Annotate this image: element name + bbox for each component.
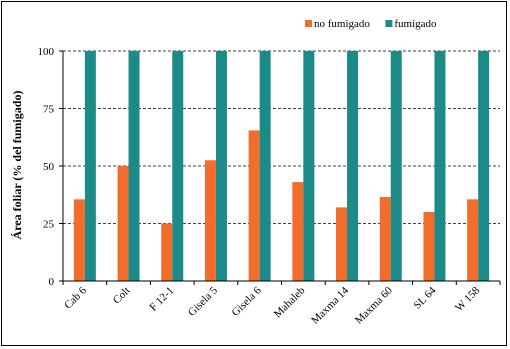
bar-fumigado <box>390 51 402 281</box>
bar-no-fumigado <box>379 197 391 281</box>
x-tick-label: Colt <box>111 285 133 307</box>
bar-no-fumigado <box>336 207 348 281</box>
bar-no-fumigado <box>204 160 216 281</box>
legend-swatch-fumigado <box>385 20 393 27</box>
bar-no-fumigado <box>117 166 129 281</box>
bar-no-fumigado <box>423 212 435 281</box>
bar-fumigado <box>172 51 184 281</box>
y-tick-label: 25 <box>43 219 55 231</box>
bar-fumigado <box>347 51 359 281</box>
x-tick-labels: Cab 6 Colt F 12-1 Gisela 5 Gisela 6 Mahaleb Ma… <box>62 284 483 326</box>
legend-swatch-no-fumigado <box>305 20 312 27</box>
x-tick-label: Cab 6 <box>62 284 89 311</box>
axes <box>59 50 501 285</box>
bar-fumigado <box>259 51 271 281</box>
x-tick-label: Gisela 5 <box>186 284 221 319</box>
bar-no-fumigado <box>248 130 260 281</box>
y-tick-label: 75 <box>43 104 55 116</box>
bar-no-fumigado <box>73 199 85 281</box>
bar-fumigado <box>84 51 96 281</box>
x-tick-label: F 12-1 <box>147 285 176 314</box>
y-tick-label: 0 <box>49 276 55 288</box>
x-tick-label: SL 64 <box>412 284 439 311</box>
bar-no-fumigado <box>161 223 173 281</box>
bar-fumigado <box>303 51 315 281</box>
y-tick-label: 50 <box>43 161 55 173</box>
bar-fumigado <box>215 51 227 281</box>
legend: no fumigado fumigado <box>305 18 437 30</box>
legend-label: fumigado <box>394 18 437 30</box>
y-axis-title: Área foliar (% del fumigado) <box>10 91 24 240</box>
bar-fumigado <box>478 51 490 281</box>
bar-no-fumigado <box>292 182 304 281</box>
y-tick-labels: 0 25 50 75 100 <box>38 46 55 288</box>
x-tick-label: Maxma 60 <box>353 284 395 326</box>
bar-fumigado <box>434 51 446 281</box>
bars <box>73 51 490 281</box>
x-tick-label: Mahaleb <box>272 284 308 320</box>
bar-fumigado <box>128 51 140 281</box>
x-tick-label: W 158 <box>453 284 483 314</box>
legend-label: no fumigado <box>314 18 370 30</box>
y-tick-label: 100 <box>38 46 55 58</box>
bar-no-fumigado <box>467 199 479 281</box>
x-tick-label: Gisela 6 <box>230 284 265 319</box>
x-tick-label: Maxma 14 <box>309 284 351 326</box>
